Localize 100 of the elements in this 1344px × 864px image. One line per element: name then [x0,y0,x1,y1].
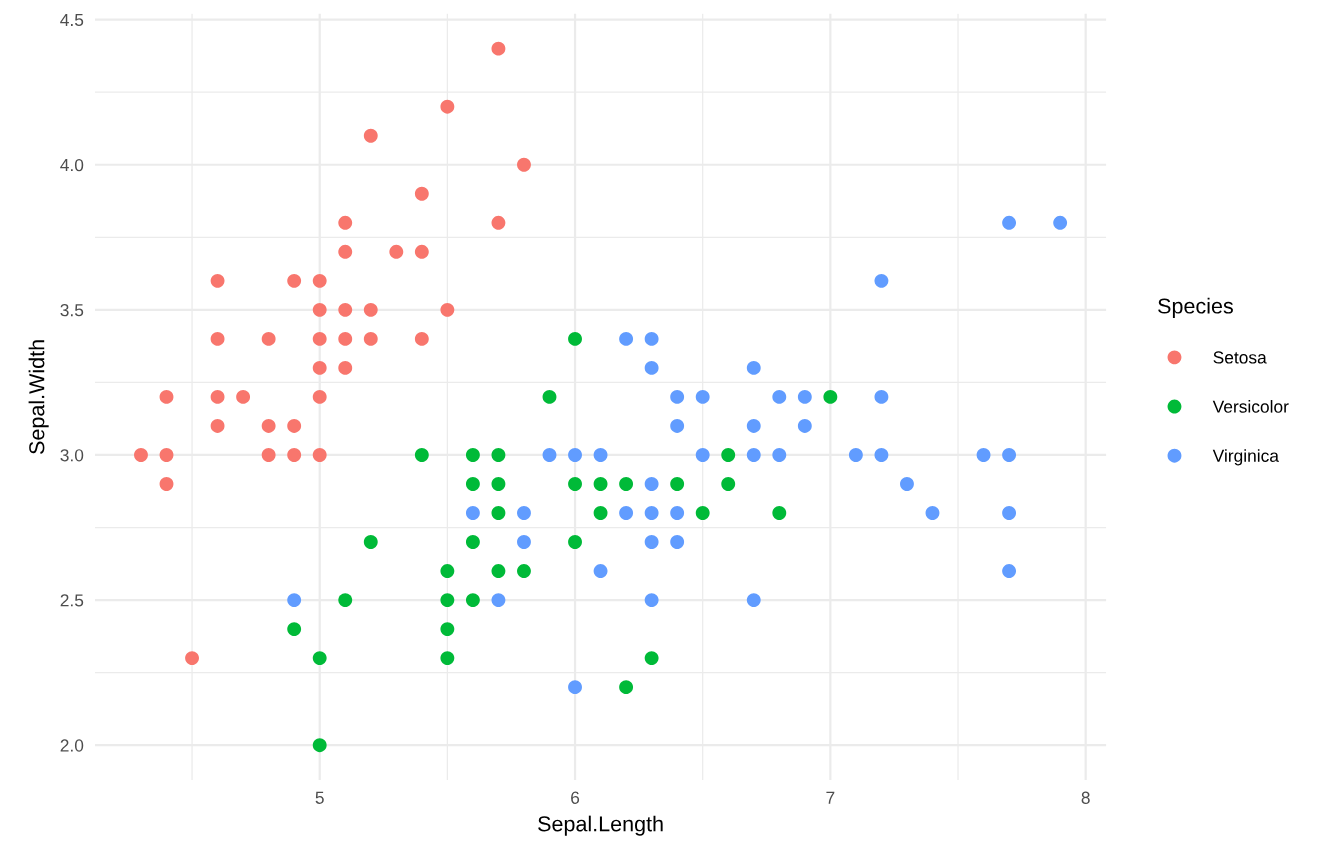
point [644,477,659,491]
point [644,535,659,549]
point [772,506,787,520]
point [236,389,251,404]
point [287,593,302,608]
point [491,477,506,491]
point [568,477,582,491]
point [414,186,429,201]
y-tick-label: 4.0 [60,158,84,172]
point [287,448,302,462]
point [210,331,225,346]
point [363,535,378,549]
point [338,215,353,230]
point [517,564,531,578]
point [465,535,480,549]
point [440,99,455,114]
point [746,448,761,462]
point [134,448,148,462]
point [695,448,710,462]
point [261,419,276,433]
point [517,157,531,172]
y-tick-label: 4.5 [60,13,84,27]
point [644,360,659,375]
legend-title: Species [1158,297,1233,318]
point [797,419,812,433]
point [312,651,327,666]
point [1002,564,1017,578]
point [593,564,608,578]
x-tick-label: 5 [315,791,324,804]
point [823,389,838,404]
x-tick-label: 7 [826,791,835,804]
point [440,593,455,608]
point [338,593,353,608]
point [414,244,429,259]
point [644,506,659,520]
point [440,651,455,666]
point [491,506,506,520]
point [874,273,889,288]
point [925,506,940,520]
point [670,419,685,433]
point [670,535,685,549]
point [440,622,455,637]
legend-label: Versicolor [1212,400,1289,413]
y-tick-label: 3.0 [60,449,84,462]
point [568,535,582,549]
point [670,477,685,491]
point [746,593,761,608]
point [491,564,506,578]
point [670,389,685,404]
point [593,448,608,462]
point [517,506,531,520]
point [491,41,506,56]
point [389,244,404,259]
point [874,389,889,404]
x-tick-label: 6 [571,791,580,804]
point [287,273,302,288]
point [465,477,480,491]
point [261,448,276,462]
point [772,389,787,404]
point [363,302,378,317]
point [542,448,557,462]
point [414,448,429,462]
point [721,448,736,462]
point [900,477,914,491]
point [491,448,506,462]
point [159,448,174,462]
point [363,331,378,346]
point [644,593,659,608]
point [210,389,225,404]
point [619,331,634,346]
point [848,448,863,462]
point [644,651,659,666]
point [746,419,761,433]
point [312,448,327,462]
point [619,680,634,695]
point [695,506,710,520]
point [210,273,225,288]
x-axis-title: Sepal.Length [538,815,663,836]
point [874,448,889,462]
point [414,331,429,346]
point [1002,215,1017,230]
point [312,738,327,753]
point [261,331,276,346]
point [542,389,557,404]
point [159,389,174,404]
y-tick-label: 2.5 [60,594,84,607]
point [1002,448,1017,462]
point [491,593,506,608]
point [287,622,302,637]
legend-label: Virginica [1212,449,1279,466]
point [568,331,582,346]
point [287,419,302,433]
point [491,215,506,230]
y-tick-label: 3.5 [60,304,84,317]
point [772,448,787,462]
point [210,419,225,433]
point [159,477,174,491]
point [568,448,582,462]
point [517,535,531,549]
point [440,564,455,578]
